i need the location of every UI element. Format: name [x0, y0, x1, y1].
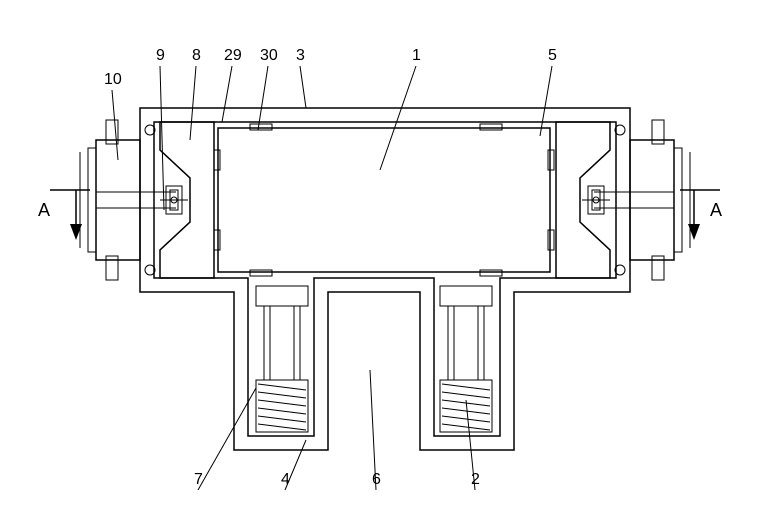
left-leg-internal [256, 286, 308, 432]
callout-2: 2 [471, 471, 480, 488]
section-arrow-left [50, 190, 90, 240]
callout-30: 30 [260, 47, 278, 64]
section-label-left: A [38, 200, 50, 220]
callout-5: 5 [548, 47, 557, 64]
right-flange [615, 120, 690, 280]
callout-1: 1 [412, 47, 421, 64]
right-leg-internal [440, 286, 492, 432]
callout-7: 7 [194, 471, 203, 488]
inner-cavity [214, 124, 554, 276]
callout-3: 3 [296, 47, 305, 64]
engineering-diagram: A A 1 3 5 30 29 8 9 10 7 4 6 2 [0, 0, 767, 524]
callouts: 1 3 5 30 29 8 9 10 7 4 6 2 [104, 47, 557, 490]
left-shaft-assembly [96, 186, 188, 214]
section-label-right: A [710, 200, 722, 220]
callout-10: 10 [104, 71, 122, 88]
right-shaft-assembly [582, 186, 674, 214]
callout-6: 6 [372, 471, 381, 488]
callout-9: 9 [156, 47, 165, 64]
callout-4: 4 [281, 471, 290, 488]
left-flange [80, 120, 155, 280]
callout-8: 8 [192, 47, 201, 64]
callout-29: 29 [224, 47, 242, 64]
